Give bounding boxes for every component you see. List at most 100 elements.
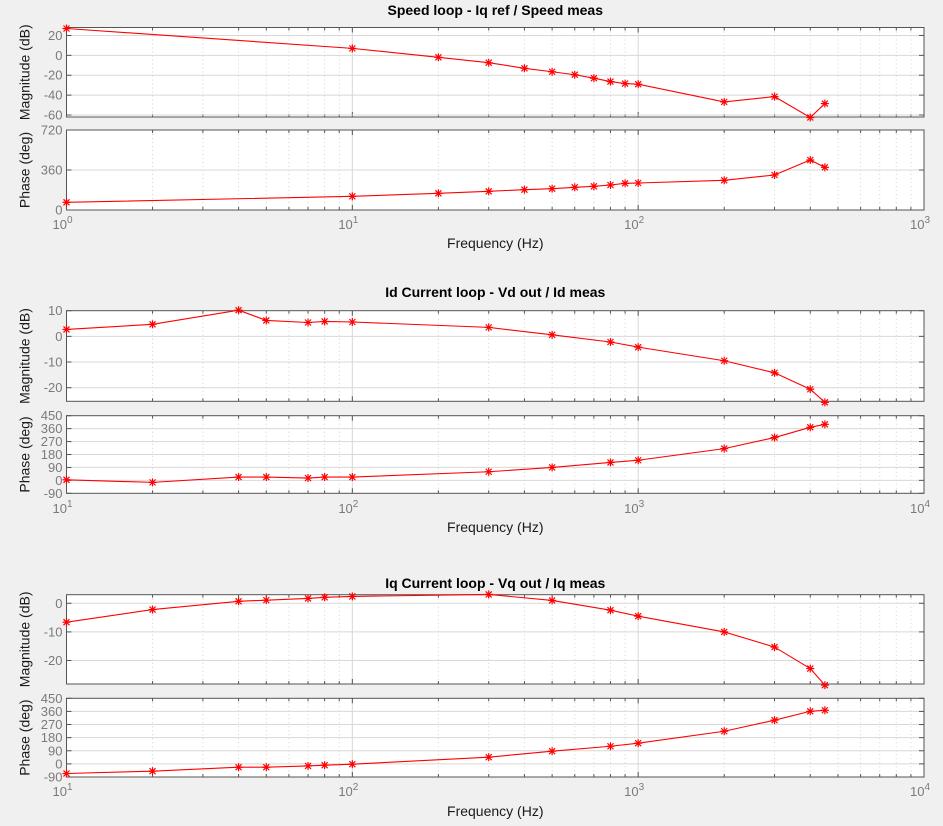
data-point-marker [484,590,493,599]
data-point-marker [348,760,357,769]
marker-stroke [771,716,778,724]
x-tick-label: 103 [624,499,644,516]
data-point-marker [820,99,829,108]
axes-background [66,594,924,684]
marker-stroke [621,179,629,187]
marker-stroke [806,665,814,672]
marker-stroke [806,423,814,431]
data-point-marker [606,606,615,615]
marker-stroke [63,618,70,626]
marker-stroke [771,643,778,651]
x-tick-exponent: 3 [639,499,645,510]
marker-stroke [348,318,356,326]
data-point-marker [770,368,779,377]
marker-stroke [548,747,556,755]
bode-plot-1: Speed loop - Iq ref / Speed meas200-20-4… [17,2,931,251]
marker-stroke [434,189,442,197]
x-tick-label: 101 [52,782,72,799]
data-point-marker [520,185,529,194]
x-tick-base: 10 [910,217,924,232]
marker-stroke [434,53,442,61]
data-point-marker [304,318,313,327]
marker-stroke [235,763,243,771]
marker-stroke [771,434,778,441]
data-point-marker [262,473,271,482]
marker-stroke [771,93,778,101]
marker-stroke [485,187,493,195]
y-tick-label: 90 [48,460,62,475]
x-tick-base: 10 [910,501,924,516]
marker-stroke [548,464,556,471]
data-point-marker [62,769,71,778]
y-tick-label: -20 [44,68,63,83]
y-tick-label: 450 [41,408,63,423]
marker-stroke [634,739,642,747]
data-point-marker [548,184,557,193]
marker-stroke [149,767,156,775]
marker-stroke [149,320,156,328]
data-point-marker [820,163,829,172]
marker-stroke [304,319,312,326]
data-point-marker [320,593,329,602]
marker-stroke [571,183,579,191]
marker-stroke [348,44,356,52]
marker-stroke [262,763,270,771]
y-tick-label: 360 [41,704,63,719]
marker-stroke [548,597,556,604]
marker-stroke [485,59,493,67]
data-point-marker [589,182,598,191]
marker-stroke [321,593,329,601]
data-point-marker [606,181,615,189]
data-point-marker [606,338,615,347]
y-tick-label: 0 [55,756,62,771]
data-point-marker [434,189,443,198]
y-tick-label: -90 [44,770,63,785]
x-axis-label: Frequency (Hz) [447,519,543,535]
data-point-marker [820,706,829,715]
data-point-marker [770,433,779,442]
data-point-marker [720,97,729,106]
axes-border [66,415,925,494]
marker-stroke [348,192,356,200]
x-tick-base: 10 [910,784,924,799]
x-tick-label: 101 [52,499,72,516]
x-tick-label: 104 [910,499,930,516]
marker-stroke [634,80,642,88]
marker-stroke [634,612,642,620]
data-point-marker [548,596,557,605]
marker-stroke [771,171,778,179]
marker-stroke [235,473,243,481]
y-axis-label: Magnitude (dB) [17,24,33,120]
marker-stroke [607,78,614,86]
marker-stroke [348,760,356,768]
marker-stroke [348,473,356,481]
phase-axes: 720 360 0 Phase (deg) [17,123,925,218]
x-tick-base: 10 [624,217,638,232]
data-point-marker [770,716,779,725]
data-point-marker [348,317,357,326]
data-point-marker [570,183,579,192]
data-point-marker [606,77,615,86]
data-point-marker [304,761,313,770]
data-point-marker [621,179,630,188]
x-tick-exponent: 2 [639,215,645,226]
y-tick-label: -90 [44,486,63,501]
x-tick-base: 10 [52,501,66,516]
x-tick-exponent: 1 [353,215,359,226]
y-tick-label: 10 [48,303,62,318]
data-point-marker [484,187,493,196]
y-tick-label: 0 [55,596,62,611]
y-tick-label: 90 [48,743,62,758]
marker-stroke [720,628,728,636]
marker-stroke [321,473,329,481]
data-point-marker [720,444,729,453]
marker-stroke [821,681,829,689]
marker-stroke [149,478,156,486]
data-point-marker [320,317,329,326]
data-point-marker [548,463,557,472]
marker-stroke [304,474,312,482]
data-point-marker [62,24,71,33]
data-point-marker [234,597,243,606]
y-tick-label: 270 [41,717,63,732]
